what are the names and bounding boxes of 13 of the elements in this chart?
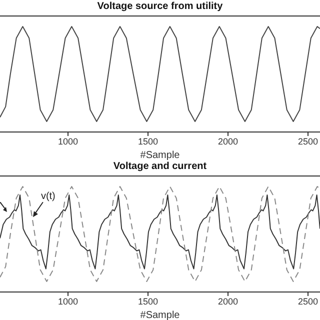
x-axis-title: #Sample (140, 150, 180, 161)
chart-title: Voltage and current (112, 161, 208, 172)
chart-title: Voltage source from utility (96, 1, 224, 12)
x-tick-label: 2000 (218, 296, 238, 306)
x-tick-label: 2500 (298, 136, 318, 146)
x-tick-label: 1500 (138, 136, 158, 146)
x-tick-label: 2500 (298, 296, 318, 306)
x-tick-label: 2000 (218, 136, 238, 146)
x-tick-label: 1000 (58, 136, 78, 146)
annotation: v(t) (40, 191, 56, 202)
x-tick-label: 1500 (138, 296, 158, 306)
x-axis-title: #Sample (140, 310, 180, 320)
x-tick-label: 1000 (58, 296, 78, 306)
